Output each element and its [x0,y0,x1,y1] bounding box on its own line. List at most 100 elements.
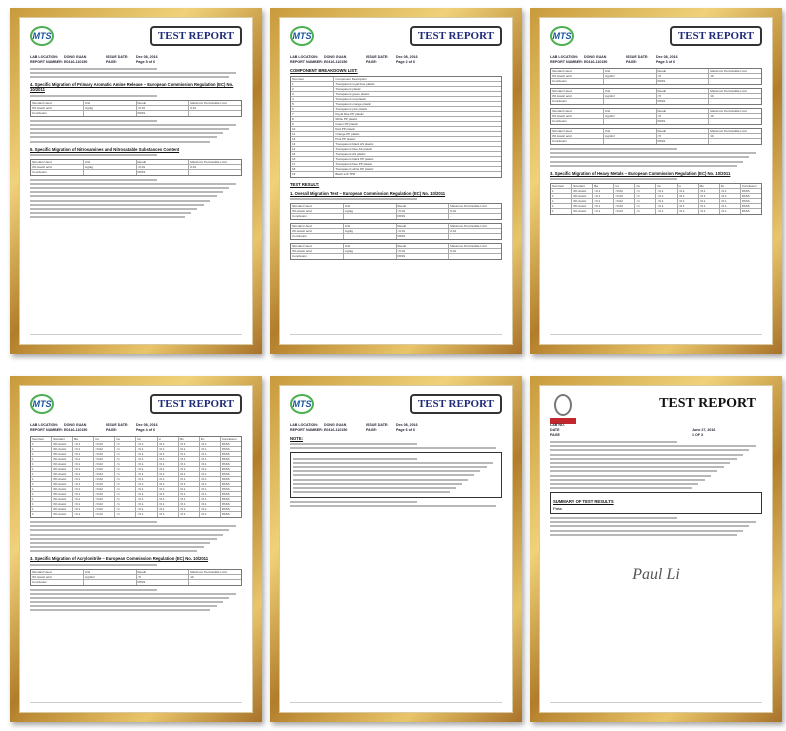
table-cell: <0.1 [200,467,221,471]
table-cell: 18 [291,167,335,171]
table-cell: <0.1 [73,462,95,466]
issue-date-label: ISSUE DATE: [106,55,129,59]
text-line [30,529,230,532]
page: 1 OF 3 [692,433,703,437]
table-cell: 1 [31,442,53,446]
table-cell: PASS [221,487,230,491]
table-cell: <0.1 [158,467,179,471]
table-cell: - [190,579,192,584]
table-cell: Conclusion [291,234,344,240]
table-cell: Transparent green plastic [335,92,370,96]
table-row: Conclusion PASS - [551,119,761,124]
table-row: 3 Transparent green plastic [291,92,501,97]
result-table: Simulant Used Unit Result Maximum Permissib… [290,243,502,261]
table-row: 3% Acetic acid mg/dm² <5 10 [551,114,761,119]
table-cell: 1 [31,452,53,456]
table-cell: <0.1 [200,482,221,486]
table-header-row: Simulant Used Unit Result Maximum Permissib… [291,224,501,230]
table-cell: <1 [115,502,137,506]
report-number: E0416-110150 [64,428,88,432]
table-header-cell: Simulant [52,437,74,441]
table-cell: <0.1 [656,198,678,203]
table-cell: PASS [741,193,750,198]
table-cell: mg/kg [344,209,397,214]
signature: Paul Li [632,565,680,583]
table-cell: 3% Acetic acid [52,452,74,456]
table-cell: 10 [710,94,714,98]
table-cell: 10 [291,127,335,131]
page-label: PAGE [550,433,560,437]
table-cell: Red PP plastic [335,127,356,131]
table-cell: 1 [31,447,53,451]
table-cell: <0.1 [200,447,221,451]
table-cell: mg/dm² [604,114,657,118]
table-cell: <1 [115,507,137,511]
table-header-row: Simulant Used Unit Result Maximum Permissib… [551,89,761,94]
table-header-cell: Unit [84,569,137,574]
table-cell [604,119,657,124]
table-cell: <0.02 [614,188,636,193]
table-cell: 1 [31,502,53,506]
table-cell: Pink PP plastic [335,137,356,141]
table-row: Conclusion PASS - [31,579,241,585]
table-row: 16 Transparent black PP plastic [291,157,501,162]
table-cell: Orange PP plastic [335,132,360,136]
table-cell: mg/dm² [604,134,657,138]
table-row: 13% Acetic acid<0.1<0.02<1<0.1<0.1<0.1<0… [31,492,241,497]
table-row: 14 Transparent blue AS plastic [291,147,501,152]
table-cell: <0.1 [678,188,699,193]
text-line [30,136,217,139]
table-row: 8 White PP plastic [291,117,501,122]
table-row: 3% Acetic acid mg/kg <0.01 0.01 [31,164,241,170]
table-cell: 3% Acetic acid [572,193,594,198]
table-cell [344,234,397,240]
table-cell: <0.1 [136,512,158,517]
text-line [30,195,217,198]
table-cell: 16 [291,157,335,161]
table-cell: <0.1 [656,188,678,193]
table-cell: <0.1 [656,193,678,198]
table-cell: <0.1 [158,487,179,491]
table-cell: <0.1 [720,208,741,214]
table-header-cell: Unit [604,89,657,93]
table-header-cell: Result [137,100,190,105]
section-heading: 5. Specific Migration of Nitrosamines an… [30,146,180,152]
table-row: 13% Acetic acid<0.1<0.02<1<0.1<0.1<0.1<0… [31,507,241,512]
table-row: 19 Black soft TPR [291,172,501,177]
table-cell: 1 [31,497,53,501]
table-header-cell: Maximum Permissible Limit [710,109,747,113]
logo-bar [550,418,576,424]
table-cell: Conclusion [551,139,604,144]
table-cell: <0.1 [136,477,158,481]
report-number: E0416-110150 [64,60,88,64]
text-line [30,140,211,143]
table-cell [604,99,657,104]
table-header-cell: Simulant Used [291,244,344,249]
table-cell: <0.1 [136,467,158,471]
table-header-cell: Co [94,437,116,441]
table-header-row: Simulant Used Unit Result Maximum Permissib… [551,69,761,74]
summary-title: SUMMARY OF TEST RESULTS [553,499,614,505]
table-header-cell: Unit [84,159,137,164]
table-cell: <0.1 [179,512,200,517]
table-header-cell: Unit [84,100,137,105]
result-table: Simulant Used Unit Result Maximum Permissib… [30,158,242,176]
table-cell: 3% Acetic acid [572,188,594,193]
text-line [30,525,236,528]
table-cell: - [710,139,712,143]
table-header-cell: Ba [73,437,95,441]
text-line [30,132,223,135]
table-header-cell: Simulant Used [551,109,604,113]
table-cell: <0.1 [179,497,200,501]
table-cell: 0.01 [450,209,457,214]
text-line [30,123,236,126]
table-cell: PASS [221,512,230,516]
table-cell: <0.1 [200,457,221,461]
table-cell: <0.1 [179,502,200,506]
report-meta: LAB LOCATION: DONG GUAN ISSUE DATE: Dec 08,… [30,55,242,64]
seal-icon [554,394,572,416]
report-meta: LAB LOCATION: DONG GUAN ISSUE DATE: Dec 08,… [290,55,502,64]
table-cell: <0.1 [699,203,720,208]
table-cell: 1 [31,462,53,466]
lab-location-label: LAB LOCATION: [30,423,59,427]
